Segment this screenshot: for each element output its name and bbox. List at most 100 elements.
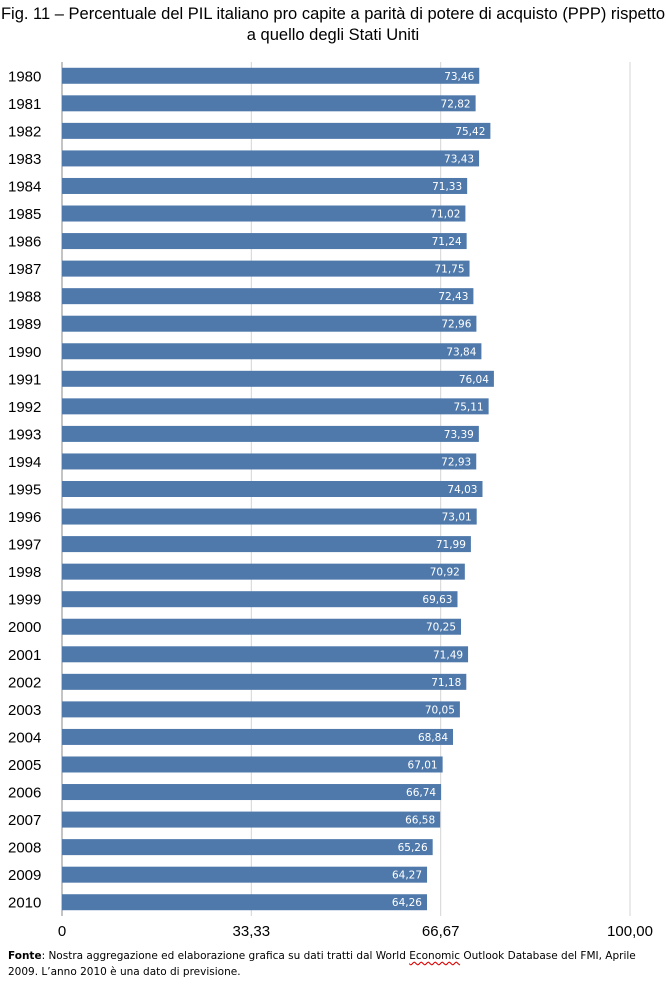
value-label: 76,04 bbox=[459, 374, 489, 386]
value-label: 73,84 bbox=[446, 346, 476, 358]
bar-2000 bbox=[62, 618, 462, 635]
value-label: 65,26 bbox=[398, 842, 428, 854]
bar-1983 bbox=[62, 150, 480, 167]
value-label: 71,02 bbox=[430, 209, 460, 221]
value-label: 74,03 bbox=[447, 484, 477, 496]
category-label: 2008 bbox=[8, 840, 41, 857]
value-label: 71,99 bbox=[436, 539, 466, 551]
source-note: Fonte: Nostra aggregazione ed elaborazio… bbox=[8, 948, 660, 980]
bar-1988 bbox=[62, 288, 474, 305]
bar-1990 bbox=[62, 343, 482, 360]
source-text-marked: Economic bbox=[409, 950, 461, 962]
bar-2010 bbox=[62, 894, 427, 911]
x-tick-label: 100,00 bbox=[607, 923, 653, 940]
value-label: 66,58 bbox=[405, 815, 435, 827]
bar-1998 bbox=[62, 563, 465, 580]
category-label: 1997 bbox=[8, 537, 41, 554]
value-label: 72,43 bbox=[438, 291, 468, 303]
value-label: 71,18 bbox=[431, 677, 461, 689]
bar-1986 bbox=[62, 233, 467, 250]
bar-2007 bbox=[62, 811, 441, 828]
bar-2009 bbox=[62, 866, 428, 883]
category-label: 1984 bbox=[8, 178, 41, 195]
value-labels: 73,46 72,82 75,42 73,43 71,33 71,02 71,24 71,75… bbox=[392, 71, 489, 909]
category-label: 1982 bbox=[8, 123, 41, 140]
x-tick-labels: 0 33,33 66,67 100,00 bbox=[58, 923, 653, 940]
bar-2001 bbox=[62, 646, 469, 663]
category-label: 2003 bbox=[8, 702, 41, 719]
value-label: 72,96 bbox=[441, 319, 471, 331]
chart-title: Fig. 11 – Percentuale del PIL italiano p… bbox=[0, 5, 666, 44]
bar-2002 bbox=[62, 673, 467, 690]
category-label: 1981 bbox=[8, 96, 41, 113]
category-label: 1989 bbox=[8, 316, 41, 333]
category-label: 1993 bbox=[8, 426, 41, 443]
bar-1992 bbox=[62, 398, 489, 415]
value-label: 68,84 bbox=[418, 732, 448, 744]
category-label: 2007 bbox=[8, 812, 41, 829]
category-label: 1988 bbox=[8, 289, 41, 306]
value-label: 73,01 bbox=[442, 512, 472, 524]
bar-1991 bbox=[62, 370, 494, 387]
category-label: 2009 bbox=[8, 867, 41, 884]
category-label: 1992 bbox=[8, 399, 41, 416]
value-label: 73,46 bbox=[444, 71, 474, 83]
x-tick-label: 0 bbox=[58, 923, 66, 940]
category-label: 1996 bbox=[8, 509, 41, 526]
bar-1982 bbox=[62, 122, 491, 139]
bar-1997 bbox=[62, 536, 471, 553]
category-label: 2010 bbox=[8, 895, 41, 912]
bar-1999 bbox=[62, 591, 458, 608]
value-label: 70,92 bbox=[430, 567, 460, 579]
value-label: 71,75 bbox=[434, 264, 464, 276]
bar-1995 bbox=[62, 481, 483, 497]
bar-1987 bbox=[62, 260, 470, 277]
category-label: 1983 bbox=[8, 151, 41, 168]
value-label: 71,24 bbox=[432, 236, 462, 248]
category-label: 1998 bbox=[8, 564, 41, 581]
value-label: 73,39 bbox=[444, 429, 474, 441]
value-label: 73,43 bbox=[444, 153, 474, 165]
category-labels: 1980 1981 1982 1983 1984 1985 1986 1987 1988 1989… bbox=[8, 68, 41, 911]
category-label: 2006 bbox=[8, 785, 41, 802]
bar-2005 bbox=[62, 756, 443, 773]
bar-1984 bbox=[62, 177, 468, 194]
value-label: 71,49 bbox=[433, 649, 463, 661]
bars bbox=[62, 67, 494, 911]
category-label: 2004 bbox=[8, 729, 41, 746]
value-label: 64,26 bbox=[392, 897, 422, 909]
value-label: 66,74 bbox=[406, 787, 436, 799]
category-label: 2005 bbox=[8, 757, 41, 774]
bar-1989 bbox=[62, 315, 477, 332]
bar-1980 bbox=[62, 67, 480, 84]
bar-2008 bbox=[62, 839, 433, 856]
category-label: 1991 bbox=[8, 371, 41, 388]
category-label: 1986 bbox=[8, 234, 41, 251]
category-label: 1999 bbox=[8, 592, 41, 609]
source-text-after: Outlook Database del FMI, Aprile 2009. L… bbox=[8, 950, 636, 978]
value-label: 70,25 bbox=[426, 622, 456, 634]
value-label: 70,05 bbox=[425, 704, 455, 716]
bar-1996 bbox=[62, 508, 477, 525]
source-text-before: : Nostra aggregazione ed elaborazione gr… bbox=[41, 950, 410, 962]
x-tick-label: 33,33 bbox=[233, 923, 271, 940]
bar-2006 bbox=[62, 784, 442, 801]
value-label: 71,33 bbox=[432, 181, 462, 193]
value-label: 75,11 bbox=[454, 401, 484, 413]
category-label: 2000 bbox=[8, 619, 41, 636]
category-label: 1985 bbox=[8, 206, 41, 223]
value-label: 67,01 bbox=[408, 759, 438, 771]
category-label: 1994 bbox=[8, 454, 41, 471]
category-label: 1990 bbox=[8, 344, 41, 361]
bar-1981 bbox=[62, 95, 476, 112]
bar-1993 bbox=[62, 425, 479, 442]
category-label: 1980 bbox=[8, 68, 41, 85]
source-label: Fonte bbox=[8, 950, 42, 962]
category-label: 1987 bbox=[8, 261, 41, 278]
value-label: 72,82 bbox=[441, 98, 471, 110]
value-label: 64,27 bbox=[392, 870, 422, 882]
value-label: 72,93 bbox=[441, 456, 471, 468]
bar-2003 bbox=[62, 701, 460, 718]
value-label: 69,63 bbox=[422, 594, 452, 606]
